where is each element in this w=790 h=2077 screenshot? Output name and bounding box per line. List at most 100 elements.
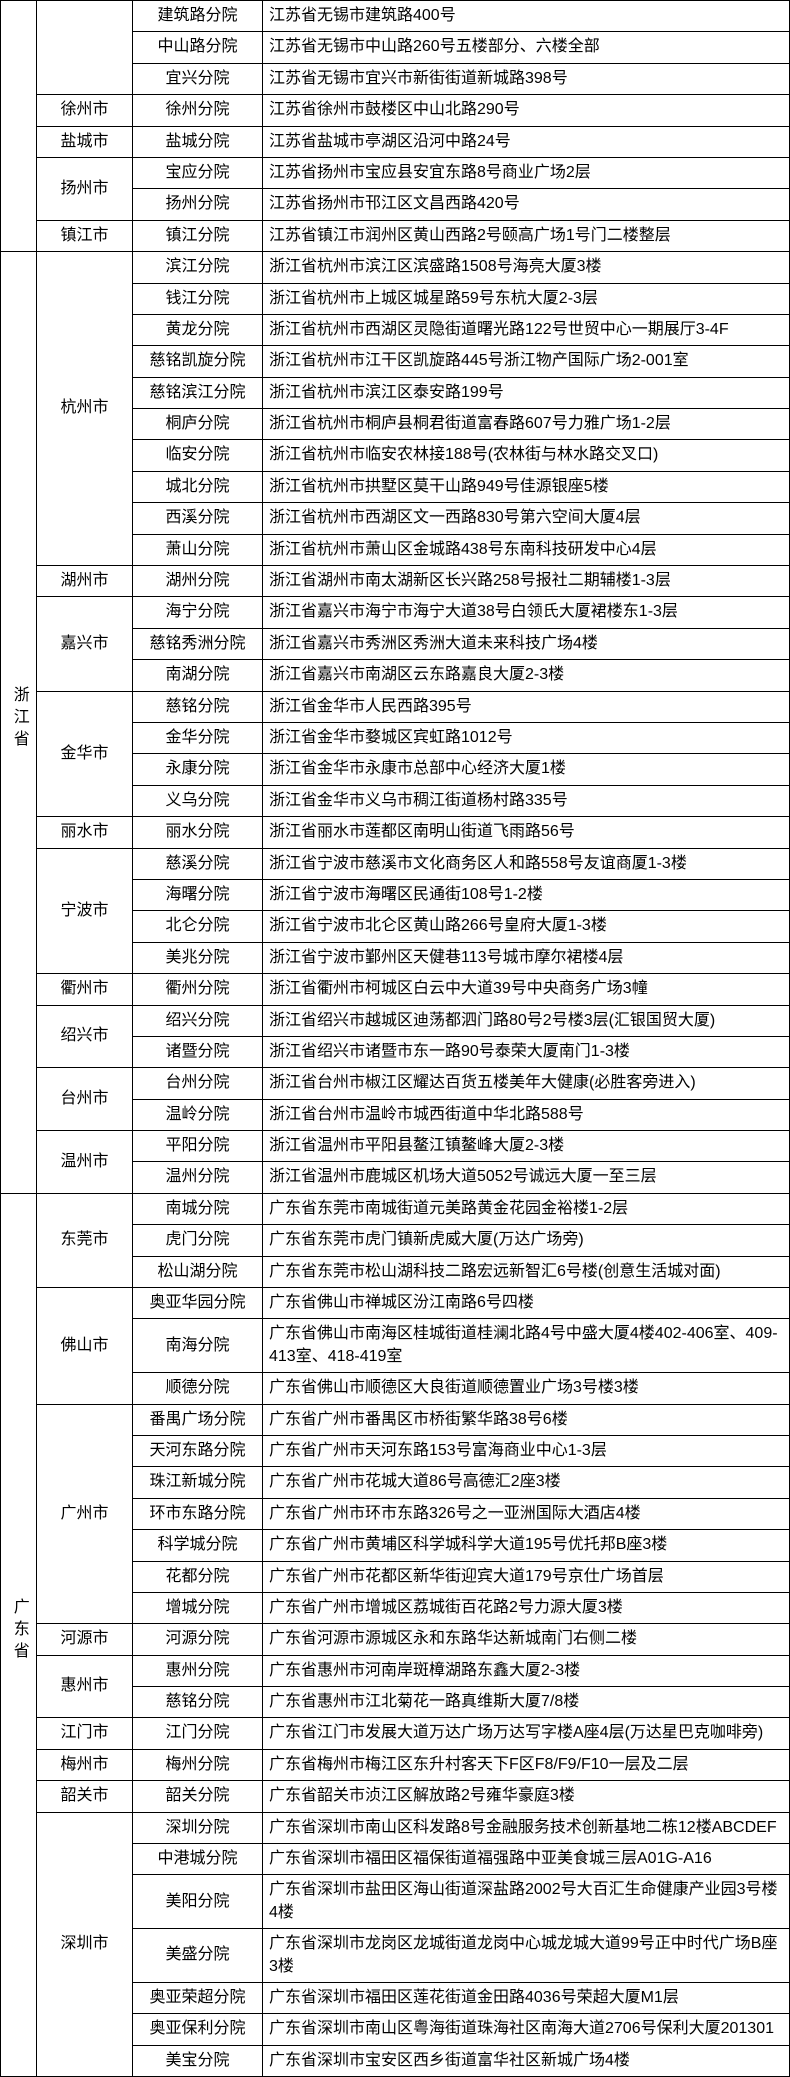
city-cell: 绍兴市 bbox=[37, 1005, 133, 1068]
address-cell: 广东省河源市源城区永和东路华达新城南门右侧二楼 bbox=[263, 1624, 790, 1655]
branch-cell: 奥亚荣超分院 bbox=[133, 1983, 263, 2014]
city-cell: 台州市 bbox=[37, 1068, 133, 1131]
address-cell: 广东省东莞市虎门镇新虎威大厦(万达广场旁) bbox=[263, 1225, 790, 1256]
city-cell: 佛山市 bbox=[37, 1288, 133, 1405]
city-cell: 温州市 bbox=[37, 1131, 133, 1194]
branch-cell: 宝应分院 bbox=[133, 157, 263, 188]
address-cell: 浙江省衢州市柯城区白云中大道39号中央商务广场3幢 bbox=[263, 974, 790, 1005]
address-cell: 广东省广州市环市东路326号之一亚洲国际大酒店4楼 bbox=[263, 1498, 790, 1529]
address-cell: 广东省深圳市南山区科发路8号金融服务技术创新基地二栋12楼ABCDEF bbox=[263, 1812, 790, 1843]
branch-cell: 西溪分院 bbox=[133, 503, 263, 534]
table-row: 江门市江门分院广东省江门市发展大道万达广场万达写字楼A座4层(万达星巴克咖啡旁) bbox=[1, 1718, 790, 1749]
address-cell: 浙江省金华市义乌市稠江街道杨村路335号 bbox=[263, 785, 790, 816]
table-row: 韶关市韶关分院广东省韶关市浈江区解放路2号雍华豪庭3楼 bbox=[1, 1781, 790, 1812]
table-row: 建筑路分院江苏省无锡市建筑路400号 bbox=[1, 1, 790, 32]
branch-cell: 慈铭凯旋分院 bbox=[133, 346, 263, 377]
branch-cell: 盐城分院 bbox=[133, 126, 263, 157]
table-row: 河源市河源分院广东省河源市源城区永和东路华达新城南门右侧二楼 bbox=[1, 1624, 790, 1655]
branch-cell: 慈铭滨江分院 bbox=[133, 377, 263, 408]
branch-cell: 深圳分院 bbox=[133, 1812, 263, 1843]
branch-cell: 慈溪分院 bbox=[133, 848, 263, 879]
branch-cell: 美盛分院 bbox=[133, 1929, 263, 1983]
address-cell: 广东省佛山市南海区桂城街道桂澜北路4号中盛大厦4楼402-406室、409-41… bbox=[263, 1319, 790, 1373]
table-row: 浙江省杭州市滨江分院浙江省杭州市滨江区滨盛路1508号海亮大厦3楼 bbox=[1, 252, 790, 283]
branch-cell: 南城分院 bbox=[133, 1193, 263, 1224]
address-cell: 广东省广州市番禺区市桥街繁华路38号6楼 bbox=[263, 1404, 790, 1435]
city-cell: 镇江市 bbox=[37, 220, 133, 251]
address-cell: 江苏省无锡市宜兴市新街街道新城路398号 bbox=[263, 63, 790, 94]
branch-cell: 慈铭秀洲分院 bbox=[133, 628, 263, 659]
address-cell: 广东省广州市花都区新华街迎宾大道179号京仕广场首层 bbox=[263, 1561, 790, 1592]
address-cell: 浙江省杭州市桐庐县桐君街道富春路607号力雅广场1-2层 bbox=[263, 409, 790, 440]
address-cell: 浙江省杭州市临安农林接188号(农林街与林水路交叉口) bbox=[263, 440, 790, 471]
branch-cell: 平阳分院 bbox=[133, 1131, 263, 1162]
branch-cell: 义乌分院 bbox=[133, 785, 263, 816]
branch-cell: 金华分院 bbox=[133, 722, 263, 753]
table-row: 宁波市慈溪分院浙江省宁波市慈溪市文化商务区人和路558号友谊商厦1-3楼 bbox=[1, 848, 790, 879]
branch-cell: 诸暨分院 bbox=[133, 1036, 263, 1067]
address-cell: 广东省梅州市梅江区东升村客天下F区F8/F9/F10一层及二层 bbox=[263, 1749, 790, 1780]
branch-cell: 徐州分院 bbox=[133, 95, 263, 126]
address-cell: 浙江省丽水市莲都区南明山街道飞雨路56号 bbox=[263, 817, 790, 848]
branch-cell: 美兆分院 bbox=[133, 942, 263, 973]
address-cell: 浙江省绍兴市越城区迪荡都泗门路80号2号楼3层(汇银国贸大厦) bbox=[263, 1005, 790, 1036]
table-row: 丽水市丽水分院浙江省丽水市莲都区南明山街道飞雨路56号 bbox=[1, 817, 790, 848]
address-cell: 浙江省绍兴市诸暨市东一路90号泰荣大厦南门1-3楼 bbox=[263, 1036, 790, 1067]
address-cell: 浙江省嘉兴市秀洲区秀洲大道未来科技广场4楼 bbox=[263, 628, 790, 659]
branch-table: 建筑路分院江苏省无锡市建筑路400号中山路分院江苏省无锡市中山路260号五楼部分… bbox=[0, 0, 790, 2077]
table-row: 盐城市盐城分院江苏省盐城市亭湖区沿河中路24号 bbox=[1, 126, 790, 157]
address-cell: 广东省深圳市盐田区海山街道深盐路2002号大百汇生命健康产业园3号楼4楼 bbox=[263, 1875, 790, 1929]
city-cell: 惠州市 bbox=[37, 1655, 133, 1718]
address-cell: 江苏省无锡市中山路260号五楼部分、六楼全部 bbox=[263, 32, 790, 63]
branch-cell: 慈铭分院 bbox=[133, 1687, 263, 1718]
address-cell: 广东省广州市黄埔区科学城科学大道195号优托邦B座3楼 bbox=[263, 1530, 790, 1561]
city-cell: 江门市 bbox=[37, 1718, 133, 1749]
address-cell: 江苏省扬州市邗江区文昌西路420号 bbox=[263, 189, 790, 220]
table-row: 惠州市惠州分院广东省惠州市河南岸斑樟湖路东鑫大厦2-3楼 bbox=[1, 1655, 790, 1686]
address-cell: 浙江省杭州市滨江区滨盛路1508号海亮大厦3楼 bbox=[263, 252, 790, 283]
branch-cell: 番禺广场分院 bbox=[133, 1404, 263, 1435]
address-cell: 浙江省宁波市北仑区黄山路266号皇府大厦1-3楼 bbox=[263, 911, 790, 942]
branch-cell: 台州分院 bbox=[133, 1068, 263, 1099]
address-cell: 浙江省宁波市慈溪市文化商务区人和路558号友谊商厦1-3楼 bbox=[263, 848, 790, 879]
branch-cell: 顺德分院 bbox=[133, 1373, 263, 1404]
branch-cell: 花都分院 bbox=[133, 1561, 263, 1592]
city-cell: 韶关市 bbox=[37, 1781, 133, 1812]
address-cell: 浙江省金华市永康市总部中心经济大厦1楼 bbox=[263, 754, 790, 785]
branch-cell: 河源分院 bbox=[133, 1624, 263, 1655]
address-cell: 浙江省杭州市上城区城星路59号东杭大厦2-3层 bbox=[263, 283, 790, 314]
branch-cell: 衢州分院 bbox=[133, 974, 263, 1005]
city-cell: 盐城市 bbox=[37, 126, 133, 157]
city-cell bbox=[37, 1, 133, 95]
branch-cell: 惠州分院 bbox=[133, 1655, 263, 1686]
address-cell: 广东省深圳市福田区莲花街道金田路4036号荣超大厦M1层 bbox=[263, 1983, 790, 2014]
branch-cell: 绍兴分院 bbox=[133, 1005, 263, 1036]
address-cell: 江苏省镇江市润州区黄山西路2号颐高广场1号门二楼整层 bbox=[263, 220, 790, 251]
table-row: 台州市台州分院浙江省台州市椒江区耀达百货五楼美年大健康(必胜客旁进入) bbox=[1, 1068, 790, 1099]
address-cell: 江苏省扬州市宝应县安宜东路8号商业广场2层 bbox=[263, 157, 790, 188]
branch-cell: 滨江分院 bbox=[133, 252, 263, 283]
branch-cell: 增城分院 bbox=[133, 1592, 263, 1623]
table-row: 广东省东莞市南城分院广东省东莞市南城街道元美路黄金花园金裕楼1-2层 bbox=[1, 1193, 790, 1224]
address-cell: 广东省惠州市河南岸斑樟湖路东鑫大厦2-3楼 bbox=[263, 1655, 790, 1686]
table-row: 扬州市宝应分院江苏省扬州市宝应县安宜东路8号商业广场2层 bbox=[1, 157, 790, 188]
branch-cell: 建筑路分院 bbox=[133, 1, 263, 32]
address-cell: 浙江省嘉兴市海宁市海宁大道38号白领氏大厦裙楼东1-3层 bbox=[263, 597, 790, 628]
city-cell: 深圳市 bbox=[37, 1812, 133, 2077]
city-cell: 扬州市 bbox=[37, 157, 133, 220]
city-cell: 金华市 bbox=[37, 691, 133, 817]
branch-cell: 江门分院 bbox=[133, 1718, 263, 1749]
branch-cell: 永康分院 bbox=[133, 754, 263, 785]
address-cell: 浙江省台州市温岭市城西街道中华北路588号 bbox=[263, 1099, 790, 1130]
branch-cell: 温岭分院 bbox=[133, 1099, 263, 1130]
city-cell: 湖州市 bbox=[37, 566, 133, 597]
address-cell: 广东省深圳市南山区粤海街道珠海社区南海大道2706号保利大厦201301 bbox=[263, 2014, 790, 2045]
address-cell: 浙江省杭州市拱墅区莫干山路949号佳源银座5楼 bbox=[263, 471, 790, 502]
branch-cell: 温州分院 bbox=[133, 1162, 263, 1193]
province-cell: 浙江省 bbox=[1, 252, 37, 1194]
address-cell: 广东省惠州市江北菊花一路真维斯大厦7/8楼 bbox=[263, 1687, 790, 1718]
address-cell: 江苏省无锡市建筑路400号 bbox=[263, 1, 790, 32]
address-cell: 江苏省徐州市鼓楼区中山北路290号 bbox=[263, 95, 790, 126]
branch-cell: 海宁分院 bbox=[133, 597, 263, 628]
table-row: 梅州市梅州分院广东省梅州市梅江区东升村客天下F区F8/F9/F10一层及二层 bbox=[1, 1749, 790, 1780]
